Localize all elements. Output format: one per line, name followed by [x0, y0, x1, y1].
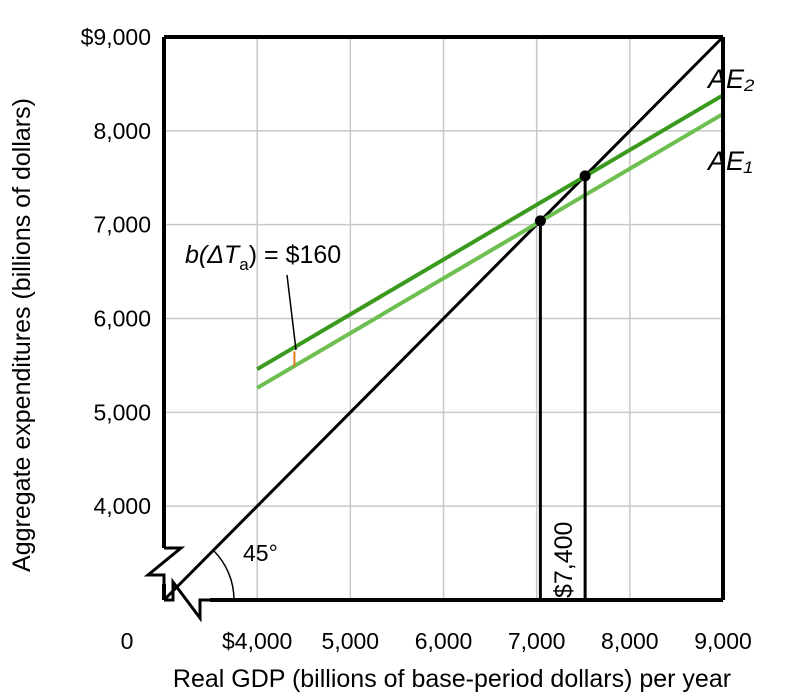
x-tick-label: 9,000 — [694, 628, 752, 654]
tax-shift-label-b: b(Δ — [185, 241, 224, 269]
y-tick-label: 6,000 — [93, 306, 151, 332]
y-tick-label: 8,000 — [93, 118, 151, 144]
line-45-degree — [162, 35, 725, 602]
tax-shift-label-t: T — [224, 241, 241, 269]
x-tick-label: 5,000 — [322, 628, 380, 654]
y-tick-label: 5,000 — [93, 399, 151, 425]
ae1-label: AE₁ — [706, 146, 753, 176]
x-tick-label: 6,000 — [415, 628, 473, 654]
line-ae1 — [256, 112, 725, 390]
x-tick-label: 7,000 — [508, 628, 566, 654]
x-axis-title: Real GDP (billions of base-period dollar… — [173, 665, 731, 693]
angle-arc — [212, 549, 235, 601]
tax-shift-leader — [286, 274, 297, 351]
tax-shift-label: b(ΔTa) = $160 — [185, 241, 341, 274]
x-tick-label: $4,000 — [222, 628, 292, 654]
y-axis-break — [143, 546, 186, 584]
x-axis-break — [164, 577, 210, 623]
tax-shift-label-rest: ) = $160 — [249, 241, 341, 269]
tax-shift-label-sub: a — [239, 255, 249, 274]
origin-label: 0 — [121, 628, 134, 654]
line-ae2 — [256, 93, 725, 371]
y-tick-label: 7,000 — [93, 212, 151, 238]
series-layer — [162, 35, 725, 602]
ae2-label: AE₂ — [706, 64, 755, 94]
y-tick-label: $9,000 — [81, 24, 151, 50]
labels-layer: 4,000 5,000 6,000 7,000 8,000 $9,000 $4,000 5,0… — [81, 24, 752, 654]
y-axis-title: Aggregate expenditures (billions of doll… — [8, 98, 36, 572]
y-tick-label: 4,000 — [93, 493, 151, 519]
x-tick-label: 8,000 — [601, 628, 659, 654]
equilibrium-point-1 — [534, 215, 546, 227]
vline-label: $7,400 — [550, 522, 578, 598]
marks-layer — [212, 170, 591, 601]
equilibrium-point-2 — [579, 170, 591, 182]
axes-layer — [143, 35, 725, 623]
angle-label: 45° — [243, 540, 278, 566]
